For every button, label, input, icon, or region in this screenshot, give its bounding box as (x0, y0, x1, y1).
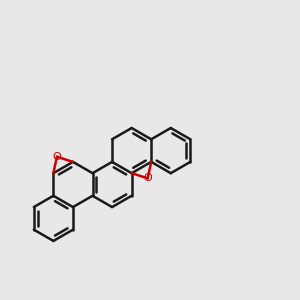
Text: O: O (52, 152, 61, 162)
Text: O: O (143, 173, 152, 183)
